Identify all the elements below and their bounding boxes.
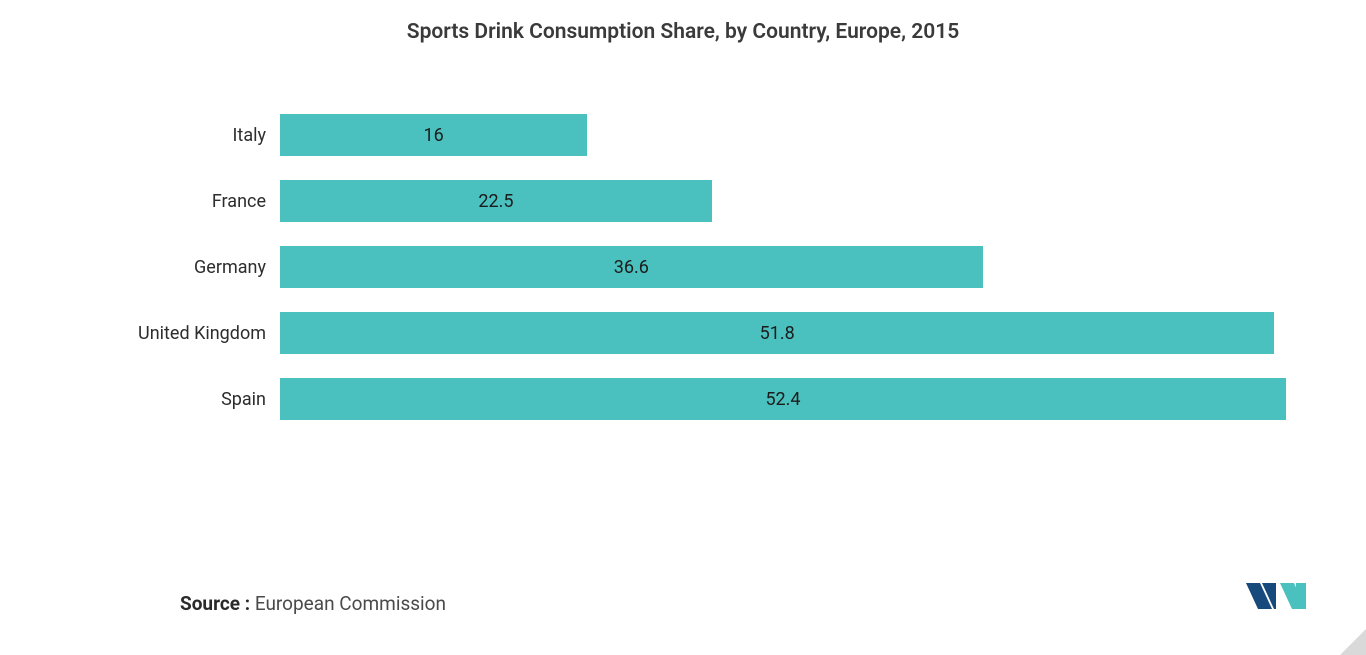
- category-label: Spain: [100, 389, 280, 410]
- source-label: Source :: [180, 592, 250, 615]
- chart-title: Sports Drink Consumption Share, by Count…: [40, 20, 1326, 44]
- source-text: European Commission: [255, 592, 446, 615]
- bar-value: 36.6: [614, 257, 649, 278]
- bar-track: 22.5: [280, 180, 1286, 222]
- bar-row: Germany 36.6: [100, 246, 1286, 288]
- category-label: Germany: [100, 257, 280, 278]
- chart-container: Sports Drink Consumption Share, by Count…: [0, 0, 1366, 655]
- bar-row: Spain 52.4: [100, 378, 1286, 420]
- bar-row: Italy 16: [100, 114, 1286, 156]
- bar: 36.6: [280, 246, 983, 288]
- category-label: France: [100, 191, 280, 212]
- bar-chart: Italy 16 France 22.5 Germany 36.6 United Kingd…: [40, 114, 1326, 420]
- bar: 52.4: [280, 378, 1286, 420]
- bar-row: United Kingdom 51.8: [100, 312, 1286, 354]
- bar-track: 16: [280, 114, 1286, 156]
- bar-track: 52.4: [280, 378, 1286, 420]
- bar-value: 22.5: [478, 191, 513, 212]
- bar-track: 51.8: [280, 312, 1286, 354]
- corner-fold-icon: [1340, 629, 1366, 655]
- bar-row: France 22.5: [100, 180, 1286, 222]
- bar: 16: [280, 114, 587, 156]
- source-citation: Source : European Commission: [180, 592, 446, 615]
- category-label: Italy: [100, 125, 280, 146]
- logo-icon: [1246, 579, 1306, 615]
- brand-logo: [1246, 579, 1306, 615]
- bar-track: 36.6: [280, 246, 1286, 288]
- bar-value: 52.4: [765, 389, 800, 410]
- bar-value: 16: [423, 125, 443, 146]
- chart-footer: Source : European Commission: [180, 579, 1306, 615]
- bar-value: 51.8: [760, 323, 795, 344]
- bar: 22.5: [280, 180, 712, 222]
- bar: 51.8: [280, 312, 1274, 354]
- category-label: United Kingdom: [100, 323, 280, 344]
